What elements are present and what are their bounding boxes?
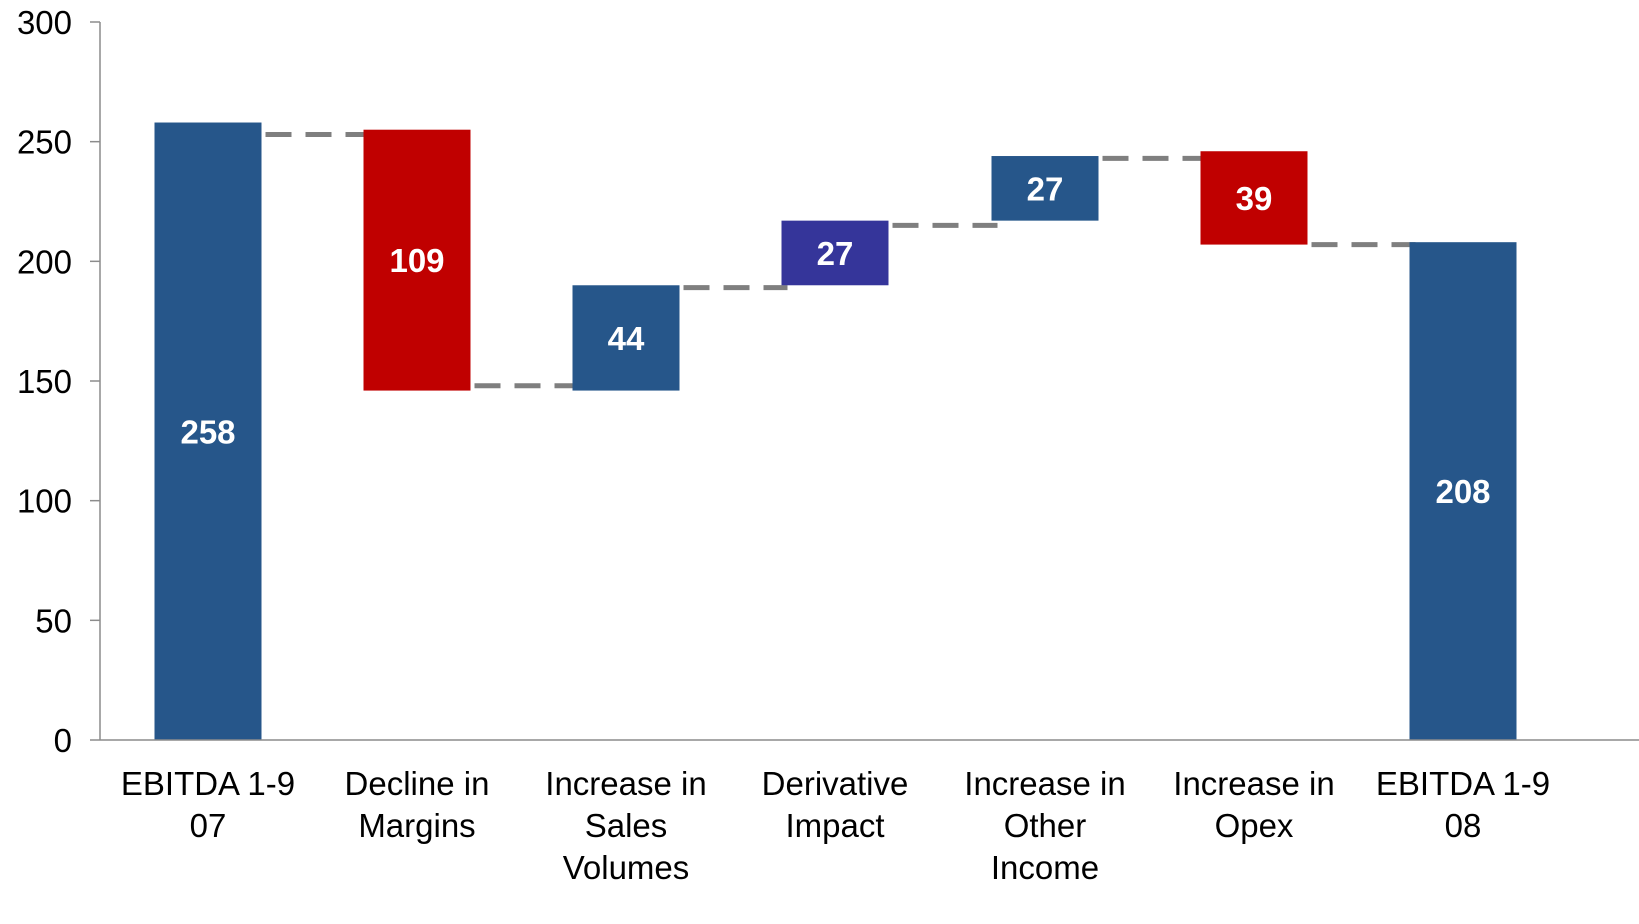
x-category-label-line: Volumes [563, 849, 690, 886]
x-category-label: Decline in Margins [345, 765, 490, 844]
bar-decrease [363, 129, 471, 391]
x-category-label-line: Decline in [345, 765, 490, 802]
y-tick-label: 50 [35, 602, 72, 639]
y-tick-label: 150 [17, 363, 72, 400]
y-tick-label: 200 [17, 243, 72, 280]
bar-value-label: 44 [608, 320, 645, 357]
x-category-label: EBITDA 1-9 07 [121, 765, 295, 844]
x-category-label-line: Derivative [762, 765, 909, 802]
x-category-label-line: Other [1004, 807, 1087, 844]
x-category-label: EBITDA 1-9 08 [1376, 765, 1550, 844]
bars [154, 122, 1517, 741]
bar-increase [991, 156, 1099, 221]
y-axis: 0 50 100 150 200 250 300 [17, 4, 101, 759]
bar-value-label: 208 [1435, 473, 1490, 510]
bar-decrease [1200, 151, 1308, 245]
x-category-label: Derivative Impact [762, 765, 909, 844]
x-category-label-line: Margins [358, 807, 475, 844]
bar-value-label: 39 [1236, 180, 1273, 217]
y-tick-label: 100 [17, 483, 72, 520]
x-category-label-line: 07 [190, 807, 227, 844]
x-category-label: Increase in Other Income [964, 765, 1125, 886]
y-tick-label: 300 [17, 4, 72, 41]
bar-labels: 258 109 44 27 27 39 208 [180, 170, 1490, 510]
x-category-label-line: Impact [785, 807, 884, 844]
bar-value-label: 258 [180, 413, 235, 450]
x-category-label-line: 08 [1445, 807, 1482, 844]
bar-value-label: 27 [817, 235, 854, 272]
x-category-label-line: EBITDA 1-9 [1376, 765, 1550, 802]
connector-lines [265, 131, 1416, 389]
bar-value-label: 27 [1027, 170, 1064, 207]
x-category-label: Increase in Sales Volumes [545, 765, 706, 886]
y-tick-label: 0 [54, 722, 72, 759]
x-category-label-line: Increase in [545, 765, 706, 802]
x-category-label: Increase in Opex [1173, 765, 1334, 844]
x-axis: EBITDA 1-9 07 Decline in Margins Increase in… [100, 739, 1639, 886]
y-tick-label: 250 [17, 124, 72, 161]
x-category-label-line: Increase in [1173, 765, 1334, 802]
x-category-label-line: Increase in [964, 765, 1125, 802]
x-category-label-line: Income [991, 849, 1099, 886]
bar-total [1409, 242, 1517, 741]
bar-total [154, 122, 262, 740]
x-category-label-line: EBITDA 1-9 [121, 765, 295, 802]
x-category-label-line: Sales [585, 807, 668, 844]
bar-increase [572, 285, 680, 391]
bar-value-label: 109 [389, 242, 444, 279]
x-category-label-line: Opex [1215, 807, 1294, 844]
bar-increase [781, 220, 889, 286]
